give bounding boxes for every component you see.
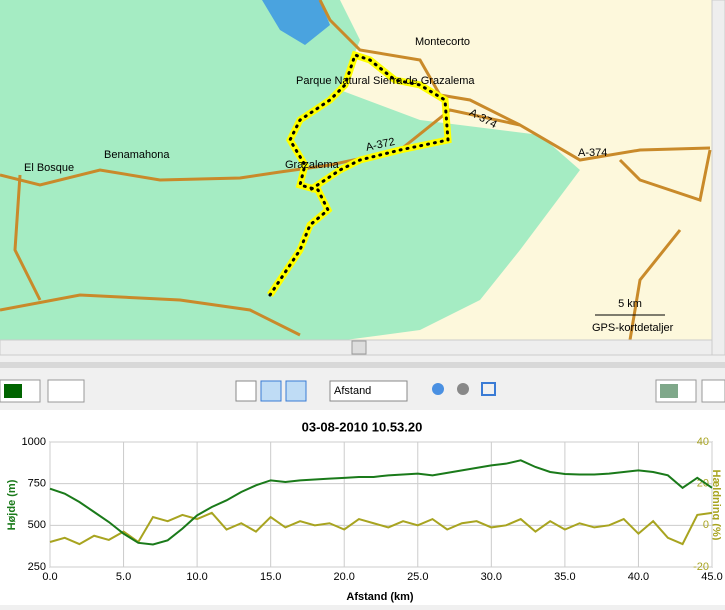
x-tick-label: 25.0: [407, 571, 428, 583]
y-tick-label: 500: [28, 519, 46, 531]
map-label: Montecorto: [415, 36, 470, 48]
x-tick-label: 40.0: [628, 571, 649, 583]
map-details: GPS-kortdetaljer: [592, 322, 674, 334]
chart-color-swatch: [660, 384, 678, 398]
x-tick-label: 45.0: [701, 571, 722, 583]
y-tick-label: 250: [28, 561, 46, 573]
y2-tick-label: 0: [703, 519, 709, 531]
x-tick-label: 10.0: [186, 571, 207, 583]
y-tick-label: 1000: [22, 436, 46, 448]
x-tick-label: 30.0: [481, 571, 502, 583]
zoom-in[interactable]: [432, 383, 444, 395]
mode-dropdown[interactable]: [329, 380, 408, 402]
series-line: [49, 459, 713, 546]
map-label: El Bosque: [24, 162, 74, 174]
profile-button[interactable]: [285, 380, 307, 402]
y-axis-label: Højde (m): [6, 479, 18, 530]
x-tick-label: 5.0: [116, 571, 131, 583]
x-tick-label: 35.0: [554, 571, 575, 583]
y-tick-label: 750: [28, 478, 46, 490]
more-button[interactable]: [701, 379, 725, 403]
track-points: [268, 53, 450, 297]
map-label: Benamahona: [104, 149, 170, 161]
fill-button[interactable]: [260, 380, 282, 402]
scale-label: 5 km: [618, 298, 642, 310]
crosshair-button[interactable]: [235, 380, 257, 402]
line-button[interactable]: [47, 379, 85, 403]
y2-tick-label: -20: [693, 561, 709, 573]
zoom-fit[interactable]: [481, 382, 496, 396]
series-line: [49, 511, 713, 546]
chart-title: 03-08-2010 10.53.20: [302, 419, 423, 434]
x-axis-label: Afstand (km): [346, 591, 414, 603]
zoom-out[interactable]: [457, 383, 469, 395]
map-label: Grazalema: [285, 159, 340, 171]
lake: [262, 0, 330, 45]
y2-tick-label: 40: [697, 436, 709, 448]
map-label: A-372: [365, 136, 396, 154]
roads: [0, 0, 712, 341]
scroll-thumb[interactable]: [351, 340, 367, 355]
mode-label: Afstand: [334, 385, 371, 397]
map-label: A-374: [578, 147, 607, 159]
splitter[interactable]: [0, 362, 725, 368]
x-tick-label: 15.0: [260, 571, 281, 583]
v-scrollbar[interactable]: [711, 0, 725, 356]
x-tick-label: 0.0: [42, 571, 57, 583]
y2-axis-label: Hældning (%): [710, 470, 722, 541]
map-label: Parque Natural Sierra de Grazalema: [296, 75, 475, 87]
x-tick-label: 20.0: [334, 571, 355, 583]
color-swatch: [4, 384, 22, 398]
plot-area: [49, 441, 713, 568]
